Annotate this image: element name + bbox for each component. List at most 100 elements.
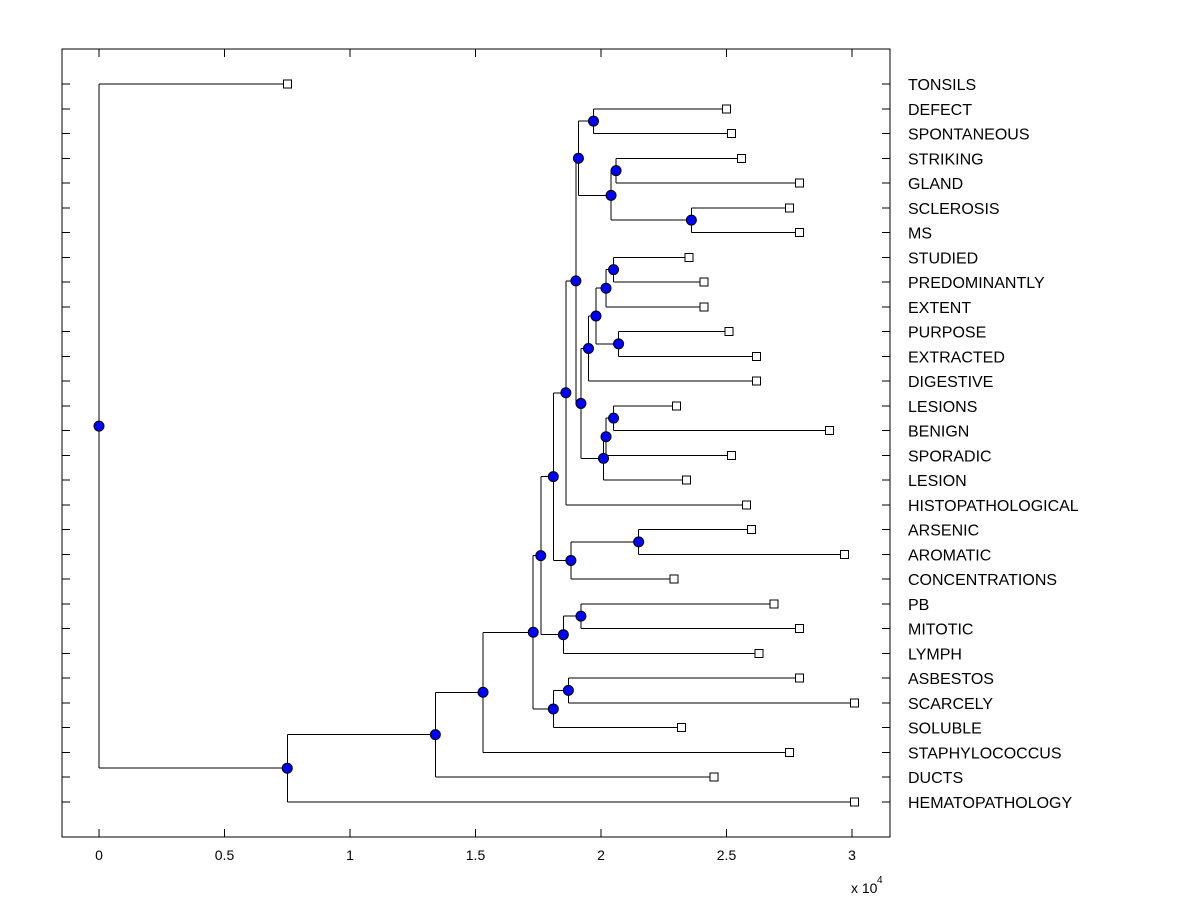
leaf-label: AROMATIC [908,547,991,564]
internal-node-marker [600,282,612,294]
internal-node-marker [633,536,645,548]
leaf-label: SCARCELY [908,696,993,713]
x-tick-label: 0 [95,847,103,863]
leaf-label: SOLUBLE [908,721,982,738]
leaf-marker [794,228,804,237]
leaf-marker [727,450,737,460]
leaf-marker [699,302,709,312]
leaf-label: HISTOPATHOLOGICAL [908,498,1079,515]
leaf-marker [769,599,779,609]
internal-node-marker [527,626,539,638]
internal-node-marker [560,387,572,399]
internal-node-marker [93,420,105,432]
leaf-marker [681,475,691,485]
internal-node-markers [93,115,697,774]
axes-box [61,48,891,838]
leaf-marker [747,525,757,534]
leaf-label: EXTRACTED [908,349,1005,366]
leaf-label: TONSILS [908,77,976,94]
internal-node-marker [565,554,577,566]
leaf-label: STUDIED [908,250,978,267]
x-tick-label: 2 [597,847,605,863]
leaf-marker [727,129,737,138]
leaf-marker [669,574,679,584]
leaf-label: PB [908,597,929,614]
internal-node-marker [613,338,625,350]
leaf-label: DUCTS [908,770,963,787]
x-tick-label: 2.5 [717,847,737,863]
leaf-marker [709,772,719,782]
leaf-marker [676,723,686,732]
leaf-marker [699,277,709,287]
leaf-label: HEMATOPATHOLOGY [908,795,1073,812]
leaf-label: LESION [908,473,967,490]
leaf-label: STRIKING [908,151,984,168]
internal-node-marker [570,275,582,287]
leaf-label: PURPOSE [908,325,986,342]
internal-node-marker [600,431,612,443]
internal-node-marker [608,412,620,424]
internal-node-marker [598,452,610,464]
x-tick-label: 0.5 [215,847,235,863]
x-tick-labels: 0 0.5 1 1.5 2 2.5 3 [95,847,856,863]
leaf-marker [839,549,849,559]
internal-node-marker [582,343,594,355]
leaf-label: ASBESTOS [908,671,994,688]
leaf-markers [282,79,860,807]
internal-node-marker [587,115,599,127]
leaf-label: MS [908,226,932,243]
leaf-marker [794,673,804,683]
leaf-label: DEFECT [908,102,972,119]
leaf-label: GLAND [908,176,963,193]
leaf-marker [752,351,762,361]
internal-node-marker [575,397,587,409]
leaf-marker [850,698,860,708]
leaf-marker [784,747,794,757]
internal-node-marker [562,684,574,696]
leaf-label: STAPHYLOCOCCUS [908,745,1062,762]
leaf-marker [742,500,752,510]
leaf-label: LESIONS [908,399,977,416]
leaf-marker [824,426,834,435]
x-exponent-label: x 10 4 [851,875,883,896]
internal-node-marker [535,550,547,562]
leaf-label: LYMPH [908,646,962,663]
leaf-label: MITOTIC [908,622,973,639]
leaf-label: EXTENT [908,300,971,317]
internal-node-marker [608,264,620,276]
x-tick-label: 1.5 [466,847,486,863]
internal-node-marker [429,729,441,741]
x-tick-label: 3 [848,847,856,863]
internal-node-marker [281,762,293,774]
leaf-label: SCLEROSIS [908,201,1000,218]
leaf-marker [850,797,860,807]
leaf-marker [752,376,762,386]
internal-node-marker [685,214,697,226]
leaf-marker [724,327,734,336]
leaf-marker [794,624,804,633]
x-tick-label: 1 [346,847,354,863]
internal-node-marker [547,471,559,483]
internal-node-marker [547,703,559,715]
internal-node-marker [610,165,622,177]
leaf-label: CONCENTRATIONS [908,572,1057,589]
internal-node-marker [477,686,489,698]
leaf-marker [282,79,292,89]
leaf-label: PREDOMINANTLY [908,275,1045,292]
leaf-marker [794,178,804,188]
leaf-marker [684,252,694,262]
leaf-label: SPONTANEOUS [908,127,1030,144]
x-exponent-power: 4 [877,875,883,886]
leaf-marker [722,104,731,114]
leaf-marker [737,153,747,163]
internal-node-marker [605,189,617,201]
internal-node-marker [575,610,587,622]
axis-ticks [62,49,890,837]
internal-node-marker [557,629,569,641]
internal-node-marker [590,310,602,322]
leaf-marker [671,401,681,411]
leaf-labels: TONSILS DEFECT SPONTANEOUS STRIKING GLAND SCL… [908,77,1079,812]
x-exponent-base: x 10 [851,880,878,896]
leaf-label: BENIGN [908,424,969,441]
